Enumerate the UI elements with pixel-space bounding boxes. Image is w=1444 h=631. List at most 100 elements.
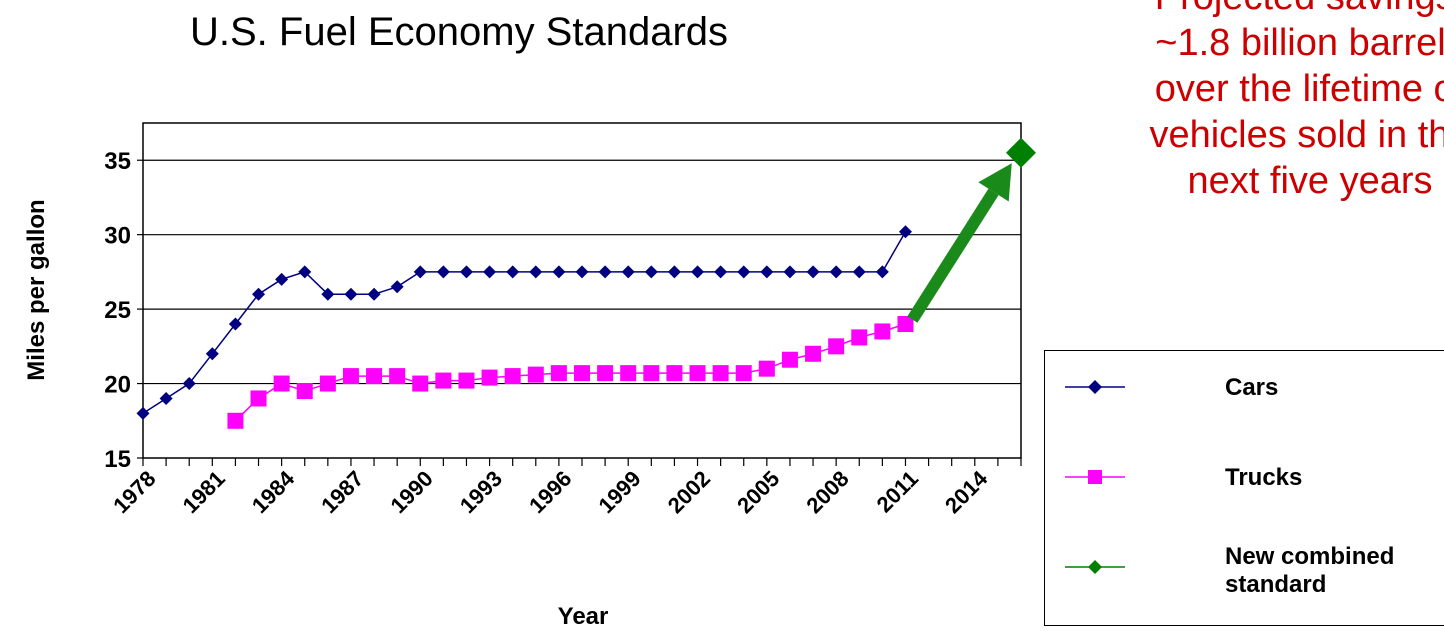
- data-point: [760, 265, 774, 279]
- data-point: [643, 365, 660, 382]
- data-point: [319, 375, 336, 392]
- data-point: [575, 265, 589, 279]
- data-point: [228, 317, 242, 331]
- data-point: [321, 287, 335, 301]
- x-axis-label: Year: [558, 603, 609, 630]
- series-line-cars: [142, 231, 907, 414]
- data-point: [552, 265, 566, 279]
- data-point: [644, 265, 658, 279]
- data-point: [367, 287, 381, 301]
- data-point: [758, 360, 775, 377]
- data-point: [829, 265, 843, 279]
- data-point: [298, 265, 312, 279]
- x-tick-label: 2002: [663, 466, 715, 518]
- data-point: [527, 366, 544, 383]
- x-tick-label: 1981: [178, 466, 230, 518]
- data-point: [390, 280, 404, 294]
- y-tick-label: 35: [104, 148, 131, 175]
- arrow-shaft: [907, 188, 999, 323]
- square-marker-icon: [1065, 470, 1125, 484]
- x-tick-label: 1996: [524, 466, 576, 518]
- chart-title: U.S. Fuel Economy Standards: [190, 10, 729, 54]
- data-point: [458, 372, 475, 389]
- data-point: [227, 412, 244, 429]
- data-point: [159, 391, 173, 405]
- data-point: [875, 265, 889, 279]
- data-point: [506, 265, 520, 279]
- data-point: [620, 365, 637, 382]
- data-point: [714, 265, 728, 279]
- data-point: [273, 375, 290, 392]
- data-point: [852, 265, 866, 279]
- data-point: [483, 265, 497, 279]
- savings-annotation: Projected savings: ~1.8 billion barrels …: [1010, 0, 1444, 204]
- data-point: [342, 368, 359, 385]
- x-tick-label: 1987: [316, 466, 368, 518]
- data-point: [691, 265, 705, 279]
- data-point: [250, 390, 267, 407]
- x-tick-label: 1999: [593, 466, 645, 518]
- data-point: [735, 365, 752, 382]
- y-tick-label: 30: [104, 223, 131, 250]
- data-point: [737, 265, 751, 279]
- data-point: [781, 351, 798, 368]
- legend: Cars Trucks New combined standard: [1044, 350, 1444, 626]
- data-point: [436, 265, 450, 279]
- x-tick-label: 2014: [940, 465, 993, 518]
- data-point: [783, 265, 797, 279]
- data-point: [296, 383, 313, 399]
- data-point: [435, 372, 452, 389]
- plot-area: [142, 122, 1022, 459]
- annotation-line: Projected savings:: [1010, 0, 1444, 20]
- legend-label-cars: Cars: [1225, 374, 1279, 401]
- arrow-head: [978, 163, 1012, 202]
- data-point: [205, 347, 219, 361]
- data-point: [874, 323, 891, 340]
- data-point: [689, 365, 706, 382]
- x-tick-label: 1990: [386, 466, 438, 518]
- data-point: [598, 265, 612, 279]
- data-point: [136, 406, 150, 420]
- data-point: [897, 316, 914, 332]
- x-tick-label: 2005: [732, 466, 784, 518]
- y-tick-label: 20: [104, 372, 131, 399]
- data-point: [898, 225, 912, 239]
- data-point: [275, 272, 289, 286]
- data-point: [413, 265, 427, 279]
- x-tick-label: 2011: [872, 466, 923, 517]
- y-axis-label: Miles per gallon: [23, 199, 50, 380]
- data-point: [805, 345, 822, 362]
- data-point: [828, 338, 845, 355]
- x-tick-label: 1984: [247, 465, 300, 518]
- data-point: [344, 287, 358, 301]
- data-point: [412, 375, 429, 392]
- data-point: [851, 329, 868, 346]
- x-tick-label: 1993: [455, 466, 507, 518]
- data-point: [666, 365, 683, 382]
- y-tick-label: 15: [104, 446, 131, 473]
- y-axis-ticks: 15 20 25 30 35: [104, 148, 143, 473]
- data-point: [459, 265, 473, 279]
- data-point: [529, 265, 543, 279]
- data-point: [1006, 137, 1036, 168]
- data-point: [574, 365, 590, 382]
- data-point: [806, 265, 820, 279]
- data-point: [481, 369, 498, 386]
- series-layer: [136, 137, 1036, 429]
- annotation-line: vehicles sold in the: [1149, 114, 1444, 156]
- annotation-line: ~1.8 billion barrels: [1155, 22, 1444, 64]
- legend-label-trucks: Trucks: [1225, 464, 1303, 491]
- data-point: [366, 368, 383, 385]
- legend-label-combined: New combined standard: [1225, 543, 1395, 598]
- x-tick-label: 1978: [108, 466, 160, 518]
- diamond-marker-icon: [1065, 560, 1125, 574]
- data-point: [550, 365, 567, 382]
- data-point: [252, 287, 266, 301]
- diamond-marker-icon: [1065, 380, 1125, 394]
- data-point: [667, 265, 681, 279]
- data-point: [182, 377, 196, 391]
- x-axis-ticks: 1978 1981 1984 1987 1990 1993 1996 1999 2002 2005…: [108, 458, 1022, 518]
- data-point: [712, 365, 729, 382]
- data-point: [504, 368, 521, 385]
